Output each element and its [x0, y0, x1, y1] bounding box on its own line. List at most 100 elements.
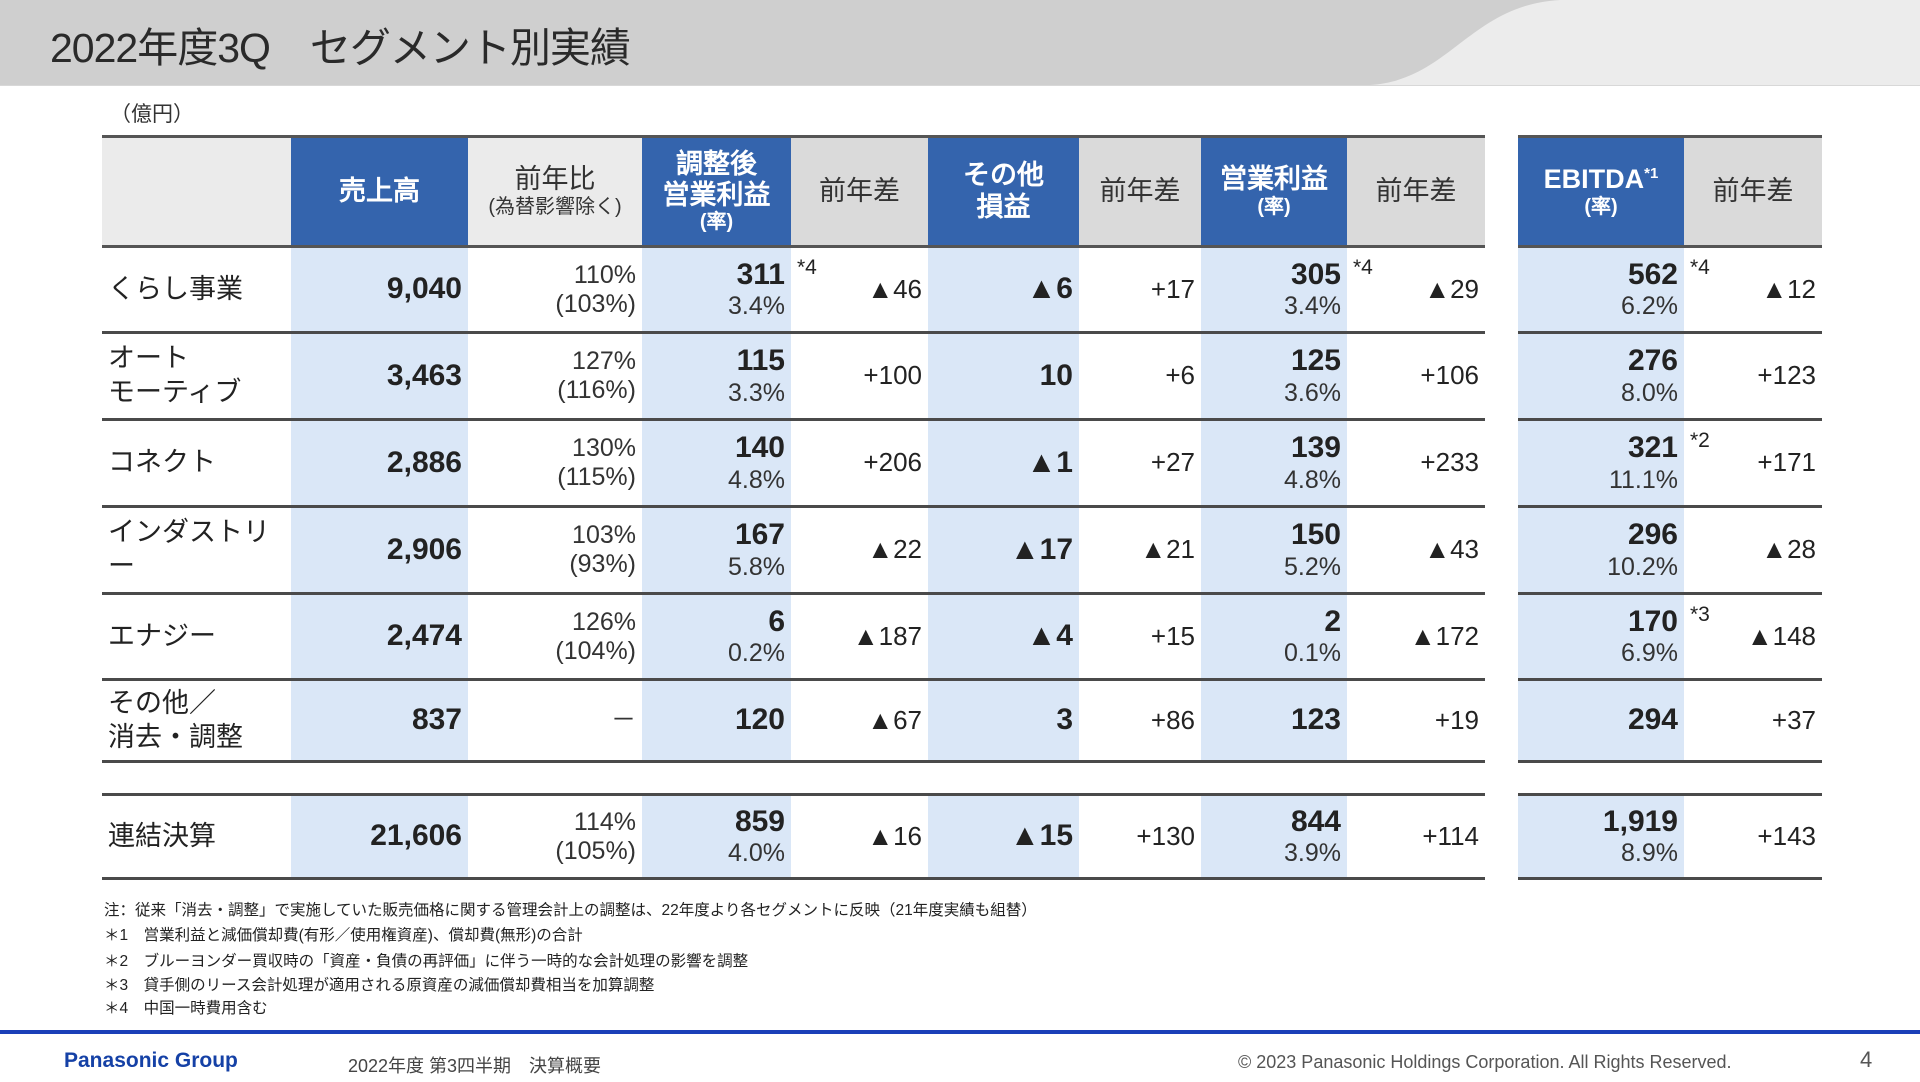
sales-cell: 2,886 [291, 421, 468, 505]
segment-label: その他／ 消去・調整 [102, 681, 291, 760]
header-adj-op: 調整後 営業利益 (率) [642, 138, 791, 245]
header-other-line2: 損益 [976, 191, 1031, 222]
yoy-ratio-fx-value: (105%) [555, 836, 636, 865]
footer-document-title: 2022年度 第3四半期 決算概要 [348, 1056, 602, 1076]
yoy-ratio-fx-value: (115%) [557, 463, 636, 491]
segment-label-line1: 連結決算 [108, 820, 216, 851]
other-diff-cell-value: ▲21 [1140, 534, 1195, 565]
ebitda-diff-cell-value: +171 [1757, 447, 1816, 478]
other-cell-value: 10 [1039, 358, 1073, 392]
ebitda-table: EBITDA*1 (率) 前年差 562 6.2% *4 ▲12 276 8.0% +123… [1518, 135, 1822, 885]
adj-op-cell-value: 115 [736, 344, 785, 378]
ebitda-cell-value: 294 [1627, 703, 1678, 737]
adj-op-cell-value: 167 [734, 518, 785, 552]
yoy-ratio-cell: 127% (116%) [468, 334, 642, 418]
yoy-ratio-value: 103% [572, 521, 636, 550]
ebitda-row: 296 10.2% ▲28 [1518, 508, 1822, 595]
op-cell-rate: 3.6% [1284, 378, 1341, 407]
segment-label: コネクト [102, 421, 291, 505]
sales-cell-value: 3,463 [386, 358, 462, 392]
footnote-4: ＊4 中国一時費用含む [104, 1000, 268, 1017]
ebitda-cell-rate: 11.1% [1608, 465, 1678, 494]
adj-op-cell: 140 4.8% [642, 421, 791, 505]
adj-op-diff-cell: ▲187 [791, 595, 928, 678]
segment-label-line1: インダストリー [108, 517, 270, 581]
yoy-ratio-fx-value: (116%) [557, 376, 636, 404]
segment-label-line1: コネクト [108, 447, 216, 478]
op-cell-rate: 5.2% [1284, 552, 1341, 581]
adj-op-cell: 115 3.3% [642, 334, 791, 418]
header-op-rate: (率) [1257, 195, 1291, 218]
other-cell-value: 3 [1056, 703, 1073, 737]
yoy-ratio-value: 126% [572, 607, 636, 636]
op-cell: 150 5.2% [1201, 508, 1347, 592]
op-cell: 305 3.4% [1201, 248, 1347, 331]
adj-op-cell-rate: 4.8% [728, 465, 785, 494]
other-cell-value: ▲17 [1009, 532, 1073, 566]
unit-label: （億円） [110, 103, 194, 126]
other-diff-cell: +17 [1079, 248, 1201, 331]
yoy-ratio-value: 130% [572, 434, 636, 463]
header-diff-label: 前年差 [1375, 175, 1457, 206]
header-diff-label: 前年差 [1712, 175, 1794, 206]
adj-op-diff-cell-value: ▲16 [867, 820, 922, 851]
ebitda-cell: 1,919 8.9% [1518, 796, 1684, 877]
ebitda-cell-value: 170 [1627, 604, 1678, 638]
sales-cell: 837 [291, 681, 468, 760]
header-ebitda: EBITDA*1 (率) [1518, 138, 1684, 245]
footer-divider [0, 1030, 1920, 1034]
yoy-ratio-cell: 103% (93%) [468, 508, 642, 592]
op-diff-cell-value: ▲43 [1424, 534, 1479, 565]
yoy-ratio-cell: 130% (115%) [468, 421, 642, 505]
ebitda-cell-value: 562 [1627, 257, 1678, 291]
op-diff-cell: ▲29 [1347, 248, 1485, 331]
total-row: 連結決算 21,606 114% (105%) 859 4.0% ▲16 ▲15 +130 844… [102, 793, 1485, 880]
adj-op-cell: 6 0.2% [642, 595, 791, 678]
ebitda-cell-value: 321 [1627, 431, 1678, 465]
ebitda-footnote-mark: *4 [1690, 256, 1710, 279]
ebitda-cell: 296 10.2% [1518, 508, 1684, 592]
ebitda-diff-cell: +37 [1684, 681, 1822, 760]
header-diff-label: 前年差 [819, 175, 900, 206]
yoy-ratio-fx-value: (104%) [555, 636, 636, 665]
ebitda-row: 321 11.1% *2 +171 [1518, 421, 1822, 508]
ebitda-footnote-mark: *2 [1690, 429, 1710, 452]
yoy-ratio-value: － [610, 706, 636, 735]
header-ebitda-diff: 前年差 [1684, 138, 1822, 245]
header-op: 営業利益 (率) [1201, 138, 1347, 245]
sales-cell-value: 2,906 [386, 532, 462, 566]
op-cell-rate: 3.4% [1284, 292, 1341, 321]
footnotes: 注：従来「消去・調整」で実施していた販売価格に関する管理会計上の調整は、22年度… [104, 899, 1037, 1021]
other-cell: 3 [928, 681, 1079, 760]
op-cell-rate: 4.8% [1284, 465, 1341, 494]
header-op-label: 営業利益 [1220, 164, 1328, 195]
ebitda-diff-cell-value: +123 [1757, 360, 1816, 391]
footnote-note: 注：従来「消去・調整」で実施していた販売価格に関する管理会計上の調整は、22年度… [104, 902, 1037, 919]
yoy-ratio-value: 127% [572, 347, 636, 376]
header-other-diff: 前年差 [1079, 138, 1201, 245]
other-cell: 10 [928, 334, 1079, 418]
op-footnote-mark: *4 [1353, 256, 1373, 279]
ebitda-diff-cell-value: ▲28 [1761, 534, 1816, 565]
ebitda-cell-rate: 10.2% [1607, 552, 1678, 581]
footnote-1: ＊1 営業利益と減価償却費(有形／使用権資産)、償却費(無形)の合計 [104, 927, 583, 944]
sales-cell-value: 2,474 [386, 619, 462, 653]
header-blank [102, 138, 291, 245]
ebitda-cell-rate: 8.0% [1621, 378, 1678, 407]
title-band-shape [0, 0, 1560, 85]
yoy-ratio-cell: 114% (105%) [468, 796, 642, 877]
other-diff-cell: +6 [1079, 334, 1201, 418]
yoy-ratio-cell: 126% (104%) [468, 595, 642, 678]
yoy-ratio-cell: － [468, 681, 642, 760]
header-diff-label: 前年差 [1099, 175, 1181, 206]
adj-op-diff-cell: ▲22 [791, 508, 928, 592]
adj-op-diff-cell: ▲46 [791, 248, 928, 331]
table-row: オート モーティブ 3,463 127% (116%) 115 3.3% +100 10 +6 12… [102, 334, 1485, 421]
segment-label: 連結決算 [102, 796, 291, 877]
footnote-2: ＊2 ブルーヨンダー買収時の「資産・負債の再評価」に伴う一時的な会計処理の影響を… [104, 953, 749, 970]
ebitda-cell: 321 11.1% [1518, 421, 1684, 505]
op-cell-value: 305 [1290, 257, 1341, 291]
adj-op-cell-rate: 5.8% [728, 552, 785, 581]
ebitda-footnote-mark: *3 [1690, 603, 1710, 626]
ebitda-diff-cell: ▲28 [1684, 508, 1822, 592]
